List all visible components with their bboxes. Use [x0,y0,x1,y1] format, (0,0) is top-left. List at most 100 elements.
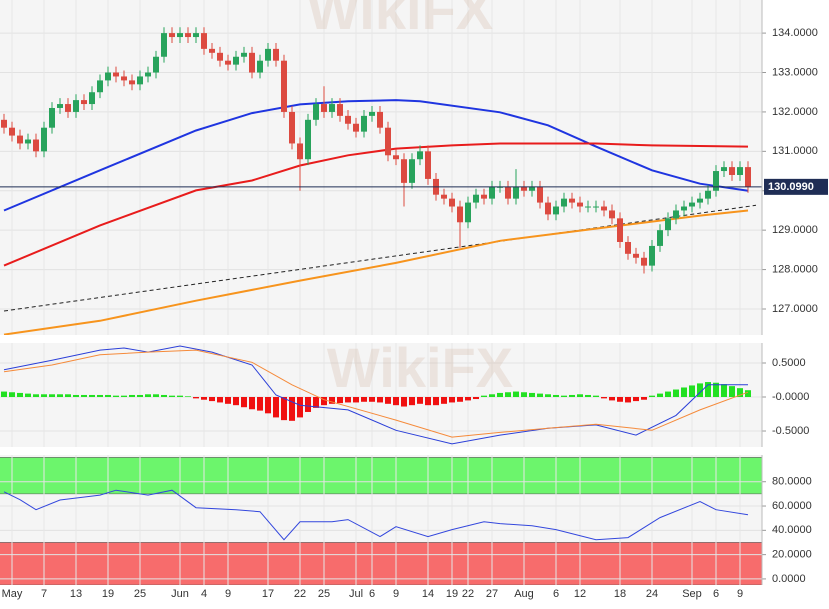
histogram-bar [241,397,247,408]
candle-body [321,104,327,112]
candle-body [129,80,135,85]
histogram-bar [425,397,431,406]
candle-body [673,210,679,219]
candle-body [137,76,143,85]
y-tick-label: 134.0000 [772,27,818,39]
candle-body [625,241,631,254]
candle-body [417,151,423,160]
x-tick-label: Jul [349,588,363,600]
candle-body [721,167,727,172]
line-series [3,345,748,445]
histogram-bar [537,393,543,398]
y-tick-label: 127.0000 [772,303,818,315]
histogram-bar [377,397,383,403]
histogram-bar [665,391,671,398]
histogram-bar [625,397,631,403]
histogram-bar [497,392,503,398]
x-tick-label: Jun [171,588,189,600]
candle-body [297,143,303,160]
histogram-bar [329,397,335,404]
x-tick-label: 14 [422,588,434,600]
y-tick-label: 131.0000 [772,145,818,157]
histogram-bar [105,394,111,398]
candle-body [57,104,63,108]
candle-body [369,111,375,116]
candle-body [233,56,239,65]
y-tick-label: 0.5000 [772,357,806,369]
histogram-bar [49,394,55,398]
x-tick-label: 22 [294,588,306,600]
candle-body [401,159,407,183]
histogram-bar [353,397,359,403]
histogram-bar [153,394,159,398]
histogram-bar [657,393,663,398]
histogram-bar [633,397,639,402]
candle-body [409,159,415,183]
histogram-bar [33,394,39,398]
x-tick-label: 25 [134,588,146,600]
candle-body [585,206,591,208]
histogram-bar [121,395,127,398]
candle-body [305,119,311,160]
watermark: WikiFX [307,0,493,41]
x-tick-label: 22 [462,588,474,600]
x-tick-label: 6 [553,588,559,600]
y-tick-label: 0.0000 [772,573,806,585]
x-tick-label: 9 [737,588,743,600]
histogram-bar [369,397,375,402]
histogram-bar [577,394,583,398]
x-tick-label: 18 [614,588,626,600]
zone [0,457,762,494]
candle-body [193,33,199,38]
histogram-bar [705,382,711,398]
histogram-bar [529,392,535,398]
candle-body [489,186,495,199]
histogram-bar [545,394,551,398]
histogram-bar [201,397,207,400]
y-tick-label: 129.0000 [772,224,818,236]
candle-body [177,33,183,38]
candle-body [89,92,95,105]
x-tick-label: 9 [225,588,231,600]
histogram-bar [249,397,255,410]
candle-body [217,52,223,61]
histogram-bar [17,392,23,398]
histogram-bar [441,397,447,404]
candle-body [97,80,103,93]
candle-body [521,186,527,191]
histogram-bar [345,397,351,403]
histogram-bar [417,397,423,404]
histogram-bar [489,394,495,398]
candle-body [545,202,551,215]
histogram-bar [177,395,183,398]
panel: WikiFX [0,336,762,447]
histogram-bar [729,386,735,398]
y-tick-label: 132.0000 [772,106,818,118]
candle-body [609,210,615,219]
candle-body [561,198,567,207]
histogram-bar [145,394,151,398]
histogram-bar [473,397,479,400]
histogram-bar [217,397,223,403]
y-tick-label: 133.0000 [772,66,818,78]
candle-body [33,139,39,152]
candle-body [201,33,207,49]
candle-body [393,155,399,160]
candle-body [737,167,743,175]
candle-body [9,127,15,136]
x-tick-label: 27 [486,588,498,600]
candle-body [145,72,151,77]
histogram-bar [617,397,623,402]
histogram-bar [689,385,695,398]
watermark: WikiFX [327,336,513,399]
candle-body [705,190,711,199]
x-tick-label: 24 [646,588,658,600]
candle-body [1,119,7,128]
histogram-bar [81,394,87,398]
candle-body [689,202,695,207]
candle-body [649,245,655,266]
candle-body [329,104,335,112]
histogram-bar [1,391,7,398]
